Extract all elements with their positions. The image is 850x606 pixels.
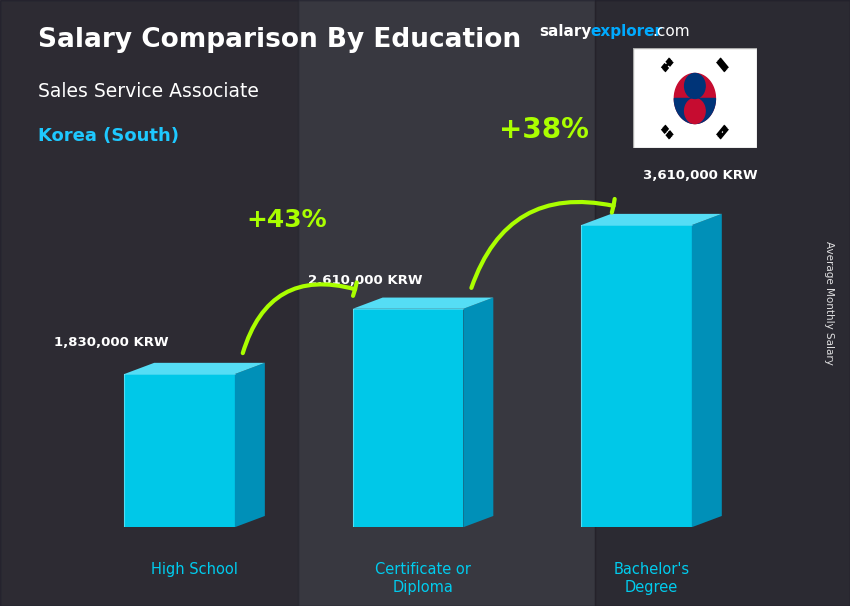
Circle shape (684, 98, 705, 124)
Text: .com: .com (653, 24, 690, 39)
Polygon shape (353, 309, 463, 527)
Bar (298, 0, 595, 606)
Text: Sales Service Associate: Sales Service Associate (38, 82, 259, 101)
Text: Salary Comparison By Education: Salary Comparison By Education (38, 27, 521, 53)
Text: Bachelor's
Degree: Bachelor's Degree (614, 562, 689, 594)
Text: High School: High School (151, 562, 238, 578)
Text: salary: salary (540, 24, 592, 39)
Polygon shape (581, 214, 722, 225)
Text: Average Monthly Salary: Average Monthly Salary (824, 241, 834, 365)
Text: +43%: +43% (246, 208, 327, 232)
Polygon shape (124, 374, 235, 527)
Polygon shape (353, 298, 493, 309)
Text: 2,610,000 KRW: 2,610,000 KRW (308, 274, 422, 287)
Bar (595, 0, 850, 606)
Polygon shape (674, 73, 716, 124)
Text: explorer: explorer (591, 24, 663, 39)
Text: 3,610,000 KRW: 3,610,000 KRW (643, 169, 758, 182)
Bar (0, 0, 298, 606)
Circle shape (684, 73, 705, 98)
Text: Korea (South): Korea (South) (38, 127, 179, 145)
Text: Certificate or
Diploma: Certificate or Diploma (375, 562, 471, 594)
Text: 1,830,000 KRW: 1,830,000 KRW (54, 336, 169, 349)
FancyBboxPatch shape (634, 50, 756, 150)
Polygon shape (235, 363, 265, 527)
Text: +38%: +38% (499, 116, 588, 144)
Polygon shape (463, 298, 493, 527)
Polygon shape (581, 225, 692, 527)
Polygon shape (674, 98, 716, 124)
Polygon shape (692, 214, 722, 527)
Polygon shape (124, 363, 265, 374)
